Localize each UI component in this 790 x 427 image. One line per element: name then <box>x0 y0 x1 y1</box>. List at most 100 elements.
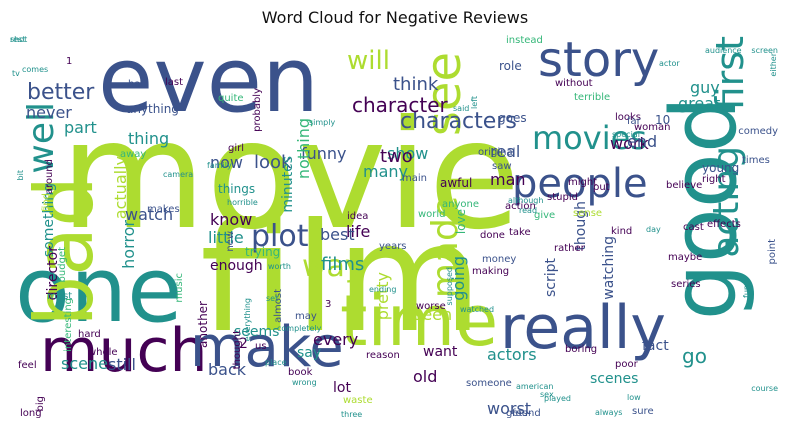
word-guy: guy <box>690 78 720 97</box>
word-completely: completely <box>277 324 322 333</box>
word-tv: tv <box>12 69 20 78</box>
word-boring: boring <box>565 344 598 355</box>
word-many: many <box>363 162 408 181</box>
word-series: series <box>671 279 701 290</box>
word-always: always <box>595 408 623 417</box>
word-place: place <box>265 358 287 367</box>
word-gets: gets <box>506 408 528 419</box>
word-minutes: minutes <box>280 156 296 213</box>
word-budget: budget <box>57 247 68 283</box>
word-role: role <box>499 59 522 73</box>
word-life: life <box>346 222 371 241</box>
word-fun: fun <box>742 285 751 298</box>
word-whole: whole <box>88 347 118 358</box>
word-worse: worse <box>416 301 446 312</box>
word-probably: probably <box>252 88 263 132</box>
word-lot: lot <box>333 380 351 396</box>
word-now: now <box>210 153 244 172</box>
word-music: music <box>174 273 185 303</box>
word-far: far <box>627 116 641 127</box>
word-story: story <box>538 32 660 88</box>
word-little: little <box>208 228 244 247</box>
word-characters: characters <box>400 109 517 134</box>
word-watch: watch <box>125 205 174 224</box>
word-special: special <box>612 130 640 139</box>
word-go: go <box>682 344 707 368</box>
word-shot: shot <box>10 35 28 44</box>
word-film: film <box>200 192 483 366</box>
word-people: people <box>512 161 648 207</box>
word-everything: everything <box>243 298 252 342</box>
word-saw: saw <box>492 161 512 172</box>
word-times: times <box>742 155 770 166</box>
word-cloud: movie film even one good bad time really much mak… <box>10 36 778 419</box>
word-set: set <box>266 294 279 303</box>
word-great: great <box>678 94 721 113</box>
word-hard: hard <box>78 329 101 340</box>
word-part: part <box>64 118 97 137</box>
word-wrong: wrong <box>292 378 317 387</box>
word-real: real <box>490 142 521 161</box>
word-left: left <box>470 96 479 109</box>
word-sense: sense <box>573 208 603 219</box>
word-either: either <box>769 53 778 77</box>
word-two: two <box>380 146 413 167</box>
word-seems: seems <box>234 324 280 340</box>
word-scenes: scenes <box>590 371 639 387</box>
word-family: family <box>207 161 232 170</box>
word-new: new <box>225 231 236 252</box>
word-better: better <box>27 80 95 105</box>
word-watching: watching <box>601 236 617 300</box>
word-years: years <box>379 241 407 252</box>
word-goes: goes <box>498 111 527 125</box>
word-said: said <box>453 104 470 113</box>
word-show: show <box>387 144 429 163</box>
word-anything: anything <box>126 102 179 116</box>
word-terrible: terrible <box>574 92 611 103</box>
word-best: best <box>320 225 355 244</box>
word-ending: ending <box>369 285 397 294</box>
word-pretty: pretty <box>373 272 392 321</box>
word-might: might <box>568 177 598 188</box>
word-fact: fact <box>642 338 669 354</box>
word-know: know <box>210 210 253 229</box>
word-give: give <box>534 210 556 221</box>
word-main: main <box>402 173 427 184</box>
word-making: making <box>472 266 510 277</box>
word-played: played <box>544 394 571 403</box>
word-work: work <box>610 134 649 153</box>
word-put: put <box>593 182 610 193</box>
word-movie: movie <box>60 89 521 263</box>
word-read: read <box>519 206 538 215</box>
word-audience: audience <box>705 46 742 55</box>
word-waste: waste <box>343 395 373 406</box>
word-money: money <box>482 254 517 265</box>
word-world: world <box>418 209 446 220</box>
word-another: another <box>196 301 210 348</box>
word-make: make <box>190 315 344 380</box>
word-actually: actually <box>111 156 130 220</box>
word-one: one <box>15 238 183 343</box>
word-never: never <box>26 103 72 122</box>
word-cast: cast <box>683 222 704 233</box>
word-end: end <box>627 132 658 151</box>
word-action: action <box>505 201 536 212</box>
word-script: script <box>543 258 559 298</box>
word-think: think <box>393 74 439 95</box>
word-1: 1 <box>66 56 73 67</box>
word-time: time <box>340 280 499 362</box>
word-back: back <box>208 360 247 379</box>
figure-title: Word Cloud for Negative Reviews <box>261 8 529 27</box>
word-original: original <box>478 147 516 158</box>
word-movies: movies <box>532 119 647 157</box>
word-worth: worth <box>268 262 291 271</box>
word-find: find <box>41 193 52 212</box>
word-funny: funny <box>301 144 347 163</box>
word-awful: awful <box>440 176 473 190</box>
word-man: man <box>490 170 526 189</box>
word-reason: reason <box>366 350 400 361</box>
word-half: half <box>128 79 147 90</box>
word-rather: rather <box>554 243 585 254</box>
word-anyone: anyone <box>442 199 479 210</box>
word-screen: screen <box>751 46 778 55</box>
